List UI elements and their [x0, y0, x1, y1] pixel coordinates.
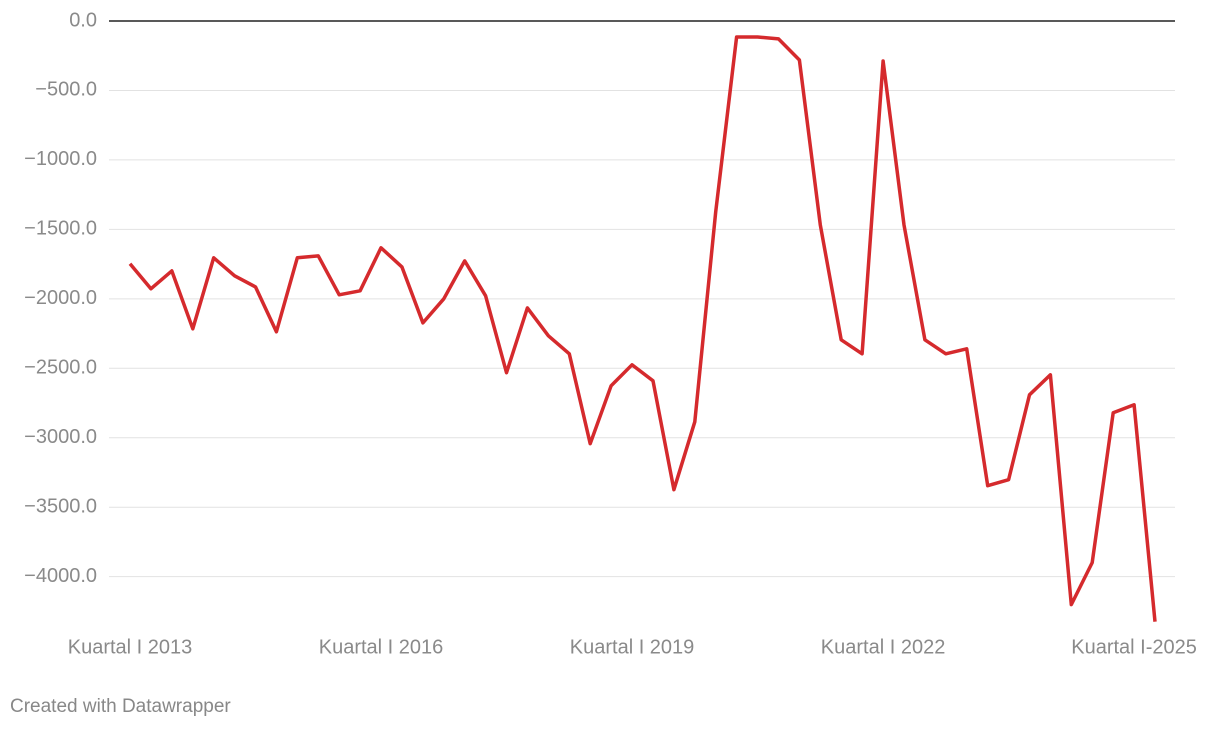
- y-tick-label: −3000.0: [24, 426, 97, 448]
- x-tick-label: Kuartal I 2022: [821, 636, 946, 658]
- data-line: [128, 35, 1157, 622]
- y-tick-label: −2500.0: [24, 357, 97, 379]
- footer: Created with Datawrapper: [10, 696, 231, 717]
- y-tick-label: −1000.0: [24, 148, 97, 170]
- y-tick-label: −500.0: [35, 79, 97, 101]
- y-tick-label: −1500.0: [24, 218, 97, 240]
- x-tick-label: Kuartal I 2016: [319, 636, 444, 658]
- y-tick-label: −3500.0: [24, 495, 97, 517]
- x-tick-label: Kuartal I-2025: [1071, 636, 1197, 658]
- y-tick-label: 0.0: [69, 9, 97, 31]
- y-tick-label: −2000.0: [24, 287, 97, 309]
- x-tick-label: Kuartal I 2013: [68, 636, 193, 658]
- x-tick-label: Kuartal I 2019: [570, 636, 695, 658]
- y-tick-label: −4000.0: [24, 565, 97, 587]
